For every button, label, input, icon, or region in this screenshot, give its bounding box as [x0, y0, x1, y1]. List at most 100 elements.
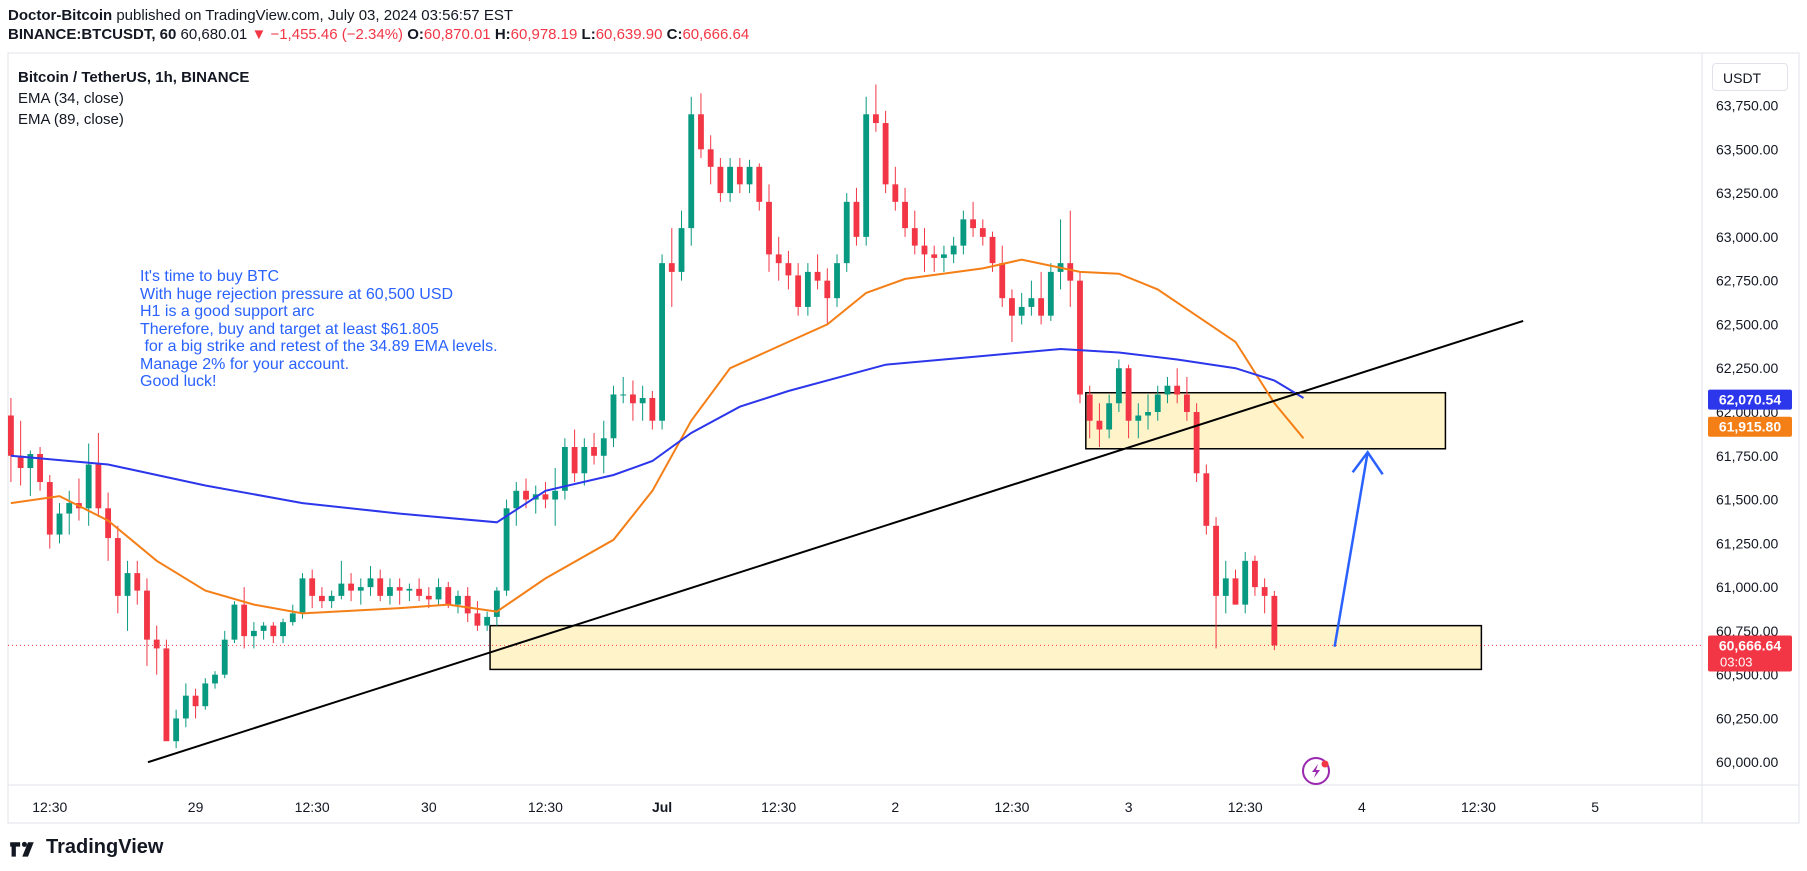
ohlc-line: BINANCE:BTCUSDT, 60 60,680.01 ▼ −1,455.4… — [8, 25, 749, 44]
candle-98 — [960, 210, 967, 255]
candle-46 — [455, 590, 461, 614]
price-label-text: 60,666.64 — [1719, 637, 1781, 653]
candle-111 — [1086, 385, 1093, 439]
candle-body — [552, 490, 559, 500]
candle-68 — [668, 228, 675, 307]
currency-button[interactable]: USDT — [1712, 63, 1788, 91]
candle-25 — [250, 622, 257, 649]
candle-body — [328, 595, 335, 602]
candle-body — [1018, 306, 1025, 316]
candle-body — [513, 490, 520, 509]
candle-body — [309, 578, 316, 596]
candle-61 — [600, 420, 607, 474]
candle-8 — [85, 443, 92, 526]
candle-48 — [474, 601, 481, 631]
candle-body — [1009, 298, 1015, 316]
support-zone-1 — [1085, 391, 1447, 450]
candle-body — [192, 695, 199, 707]
candle-85 — [834, 254, 840, 307]
candle-body — [921, 245, 928, 255]
candle-body — [1096, 420, 1103, 430]
candle-body — [620, 394, 627, 396]
candle-body — [8, 415, 14, 456]
y-tick-label: 63,750.00 — [1716, 98, 1778, 114]
trendline — [147, 319, 1524, 764]
ema34-line — [10, 258, 1305, 615]
legend-ema34[interactable]: EMA (34, close) — [18, 90, 124, 107]
candle-24 — [241, 587, 248, 649]
candle-body — [1261, 587, 1268, 596]
candle-body — [1183, 394, 1190, 412]
candle-body — [46, 482, 53, 535]
candle-69 — [678, 210, 685, 281]
candle-33 — [328, 590, 335, 609]
candle-body — [212, 674, 218, 684]
candle-body — [756, 166, 763, 202]
candle-body — [882, 123, 889, 185]
candle-body — [105, 508, 112, 539]
candle-22 — [221, 630, 228, 679]
candle-body — [824, 280, 831, 299]
candle-body — [221, 639, 228, 675]
candle-74 — [727, 158, 734, 202]
candle-body — [367, 578, 374, 588]
candle-body — [591, 447, 597, 456]
high-value: 60,978.19 — [510, 26, 578, 43]
y-tick-label: 61,500.00 — [1716, 492, 1778, 508]
candle-body — [406, 588, 413, 591]
candle-body — [357, 587, 364, 591]
candle-73 — [717, 158, 724, 202]
candle-117 — [1145, 394, 1151, 430]
candle-122 — [1193, 403, 1200, 483]
candle-body — [1135, 415, 1142, 421]
close-label: C: — [666, 26, 683, 43]
candle-63 — [620, 376, 627, 404]
candle-89 — [872, 84, 879, 132]
publisher-name[interactable]: Doctor-Bitcoin — [8, 7, 113, 24]
candle-127 — [1242, 552, 1249, 614]
candle-70 — [688, 96, 695, 246]
candle-body — [1203, 473, 1210, 526]
candle-body — [464, 595, 471, 614]
candle-106 — [1038, 271, 1045, 325]
candle-11 — [114, 525, 121, 614]
candle-90 — [882, 110, 889, 194]
candle-body — [250, 630, 257, 637]
y-tick-label: 62,250.00 — [1716, 360, 1778, 376]
candle-body — [1193, 411, 1200, 474]
candle-body — [289, 613, 296, 623]
candle-17 — [173, 709, 180, 749]
candle-body — [1271, 595, 1278, 646]
candle-67 — [659, 254, 665, 430]
tradingview-logo-icon — [10, 841, 34, 857]
candle-88 — [863, 96, 870, 246]
support-zone-0 — [489, 624, 1483, 671]
candle-body — [387, 587, 393, 596]
y-tick-label: 61,750.00 — [1716, 448, 1778, 464]
candle-body — [1154, 394, 1161, 412]
candle-body — [785, 263, 792, 276]
candle-35 — [348, 573, 354, 602]
candle-body — [834, 263, 840, 299]
y-tick-label: 61,000.00 — [1716, 579, 1778, 595]
candle-75 — [736, 158, 743, 194]
candle-body — [1232, 578, 1239, 605]
candle-102 — [999, 245, 1006, 307]
tradingview-footer[interactable]: TradingView — [8, 836, 163, 859]
candle-119 — [1164, 376, 1171, 404]
candle-body — [153, 639, 160, 649]
candle-body — [775, 254, 782, 264]
candle-body — [493, 590, 500, 617]
candle-47 — [464, 587, 471, 623]
candle-72 — [707, 135, 714, 185]
candle-body — [1106, 403, 1113, 430]
candle-118 — [1154, 385, 1161, 421]
legend-ema89[interactable]: EMA (89, close) — [18, 111, 124, 128]
candle-body — [688, 114, 695, 229]
candle-body — [37, 454, 43, 483]
target-arrow-head — [1351, 450, 1384, 475]
candle-44 — [435, 578, 442, 605]
candle-body — [114, 538, 121, 596]
analysis-note: It's time to buy BTC With huge rejection… — [140, 268, 498, 390]
